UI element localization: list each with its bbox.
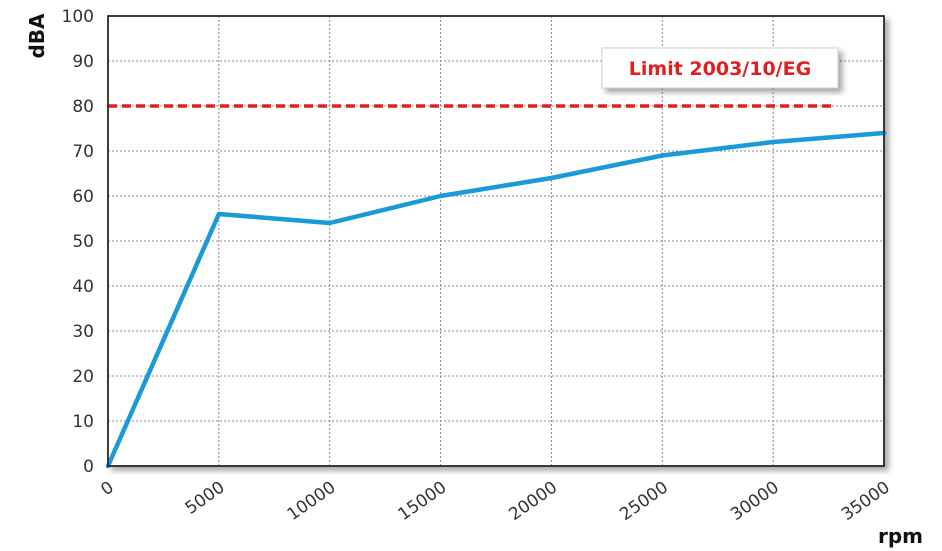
y-tick-label-6: 60: [72, 187, 94, 207]
data-point-2: [327, 220, 332, 226]
y-tick-label-8: 80: [72, 97, 94, 117]
x-tick-label-2: 10000: [284, 478, 340, 525]
series-group: [105, 130, 887, 469]
y-axis-title: dBA: [25, 13, 49, 59]
y-tick-label-0: 0: [83, 457, 94, 477]
x-tick-label-4: 20000: [505, 478, 561, 525]
y-tick-label-7: 70: [72, 142, 94, 162]
x-tick-label-5: 25000: [616, 478, 672, 525]
x-tick-label-6: 30000: [727, 478, 783, 525]
reference-line-group: Limit 2003/10/EG: [108, 47, 839, 108]
data-point-4: [549, 175, 554, 181]
grid: [108, 16, 884, 466]
plot-frame: [107, 15, 885, 467]
y-tick-label-9: 90: [72, 52, 94, 72]
x-tick-label-1: 5000: [182, 478, 229, 519]
y-tick-label-1: 10: [72, 412, 94, 432]
x-tick-label-7: 35000: [838, 478, 894, 525]
data-point-1: [216, 211, 222, 217]
y-tick-label-4: 40: [72, 277, 94, 297]
x-tick-label-3: 15000: [395, 478, 451, 525]
series-line-0: [105, 130, 887, 469]
y-axis-ticks: 0 10 20 30 40 50 60 70 80 90 100: [62, 7, 94, 477]
data-point-3: [438, 193, 443, 199]
x-axis-title: rpm: [878, 524, 923, 548]
y-tick-label-10: 100: [62, 7, 94, 27]
x-tick-label-0: 0: [97, 478, 117, 501]
x-axis-ticks: 0 5000 10000 15000 20000 25000 30000 35000: [97, 478, 893, 525]
data-point-5: [660, 153, 665, 158]
y-tick-label-3: 30: [72, 322, 94, 342]
y-tick-label-2: 20: [72, 367, 94, 387]
limit-label: Limit 2003/10/EG: [629, 58, 811, 80]
limit-label-box: [601, 47, 839, 89]
y-tick-label-5: 50: [72, 232, 94, 252]
data-point-6: [770, 139, 776, 145]
